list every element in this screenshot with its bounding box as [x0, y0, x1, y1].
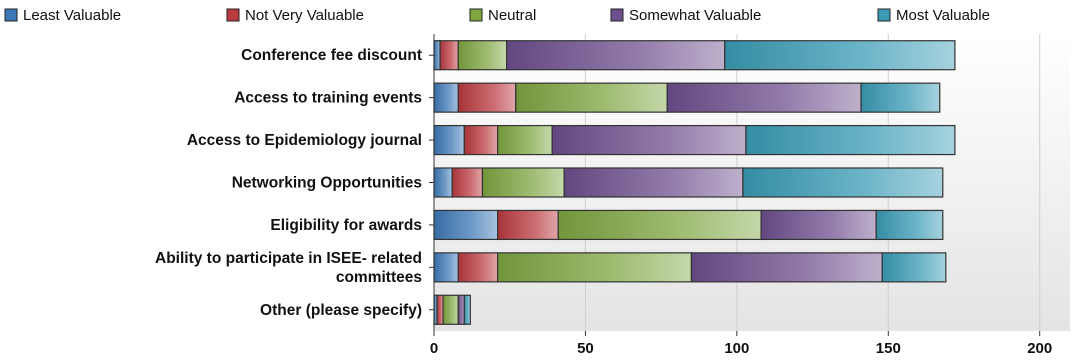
bar-least-valuable [433, 167, 453, 198]
bar-somewhat-valuable [506, 40, 726, 71]
x-tick-label: 200 [1027, 340, 1052, 357]
bar-most-valuable [881, 252, 947, 283]
x-tick-label: 100 [724, 340, 749, 357]
legend-item-most-valuable: Most Valuable [877, 7, 990, 24]
category-labels: Conference fee discount Access to trainin… [155, 47, 434, 319]
legend-item-neutral: Neutral [469, 7, 536, 24]
category-label: committees [336, 269, 422, 286]
bar-neutral [515, 82, 668, 113]
bar-most-valuable [742, 167, 944, 198]
legend-label: Not Very Valuable [245, 7, 364, 24]
x-axis-ticks: 0 50 100 150 200 [430, 331, 1052, 357]
x-tick-label: 0 [430, 340, 438, 357]
bar-most-valuable [875, 209, 944, 241]
bar-somewhat-valuable [563, 167, 744, 198]
legend-label: Neutral [488, 7, 536, 24]
bar-not-very-valuable [439, 40, 459, 71]
category-label: Ability to participate in ISEE- related [155, 250, 422, 267]
category-label: Conference fee discount [241, 47, 422, 64]
bar-least-valuable [433, 209, 499, 241]
legend-swatch [877, 8, 891, 22]
bar-not-very-valuable [463, 124, 499, 156]
bar-least-valuable [433, 82, 459, 113]
legend-swatch [226, 8, 240, 22]
bar-not-very-valuable [436, 294, 444, 325]
legend-item-somewhat-valuable: Somewhat Valuable [610, 7, 761, 24]
bar-neutral [497, 124, 553, 156]
bar-somewhat-valuable [690, 252, 883, 283]
bar-least-valuable [433, 252, 459, 283]
bar-not-very-valuable [497, 209, 559, 241]
category-label: Networking Opportunities [232, 175, 422, 192]
bar-least-valuable [433, 40, 441, 71]
bar-neutral [442, 294, 459, 325]
category-label: Other (please specify) [260, 302, 422, 319]
bar-neutral [481, 167, 565, 198]
bar-neutral [497, 252, 693, 283]
bar-somewhat-valuable [457, 294, 465, 325]
category-label: Access to training events [234, 90, 422, 107]
bar-somewhat-valuable [551, 124, 747, 156]
x-tick-label: 50 [577, 340, 594, 357]
legend: Least Valuable Not Very Valuable Neutral So… [4, 7, 990, 24]
legend-label: Somewhat Valuable [629, 7, 761, 24]
bar-somewhat-valuable [666, 82, 862, 113]
category-label: Eligibility for awards [270, 217, 422, 234]
legend-label: Most Valuable [896, 7, 990, 24]
legend-label: Least Valuable [23, 7, 121, 24]
bar-not-very-valuable [457, 252, 499, 283]
legend-item-least-valuable: Least Valuable [4, 7, 121, 24]
bar-most-valuable [860, 82, 941, 113]
bar-most-valuable [745, 124, 956, 156]
bar-not-very-valuable [457, 82, 517, 113]
legend-swatch [4, 8, 18, 22]
bar-neutral [457, 40, 508, 71]
bars [433, 40, 956, 325]
x-tick-label: 150 [876, 340, 901, 357]
bar-least-valuable [433, 124, 465, 156]
legend-swatch [610, 8, 624, 22]
legend-swatch [469, 8, 483, 22]
bar-not-very-valuable [451, 167, 484, 198]
bar-neutral [557, 209, 762, 241]
bar-somewhat-valuable [760, 209, 877, 241]
category-label: Access to Epidemiology journal [187, 132, 422, 149]
legend-item-not-very-valuable: Not Very Valuable [226, 7, 364, 24]
bar-most-valuable [724, 40, 956, 71]
bar-most-valuable [463, 294, 471, 325]
